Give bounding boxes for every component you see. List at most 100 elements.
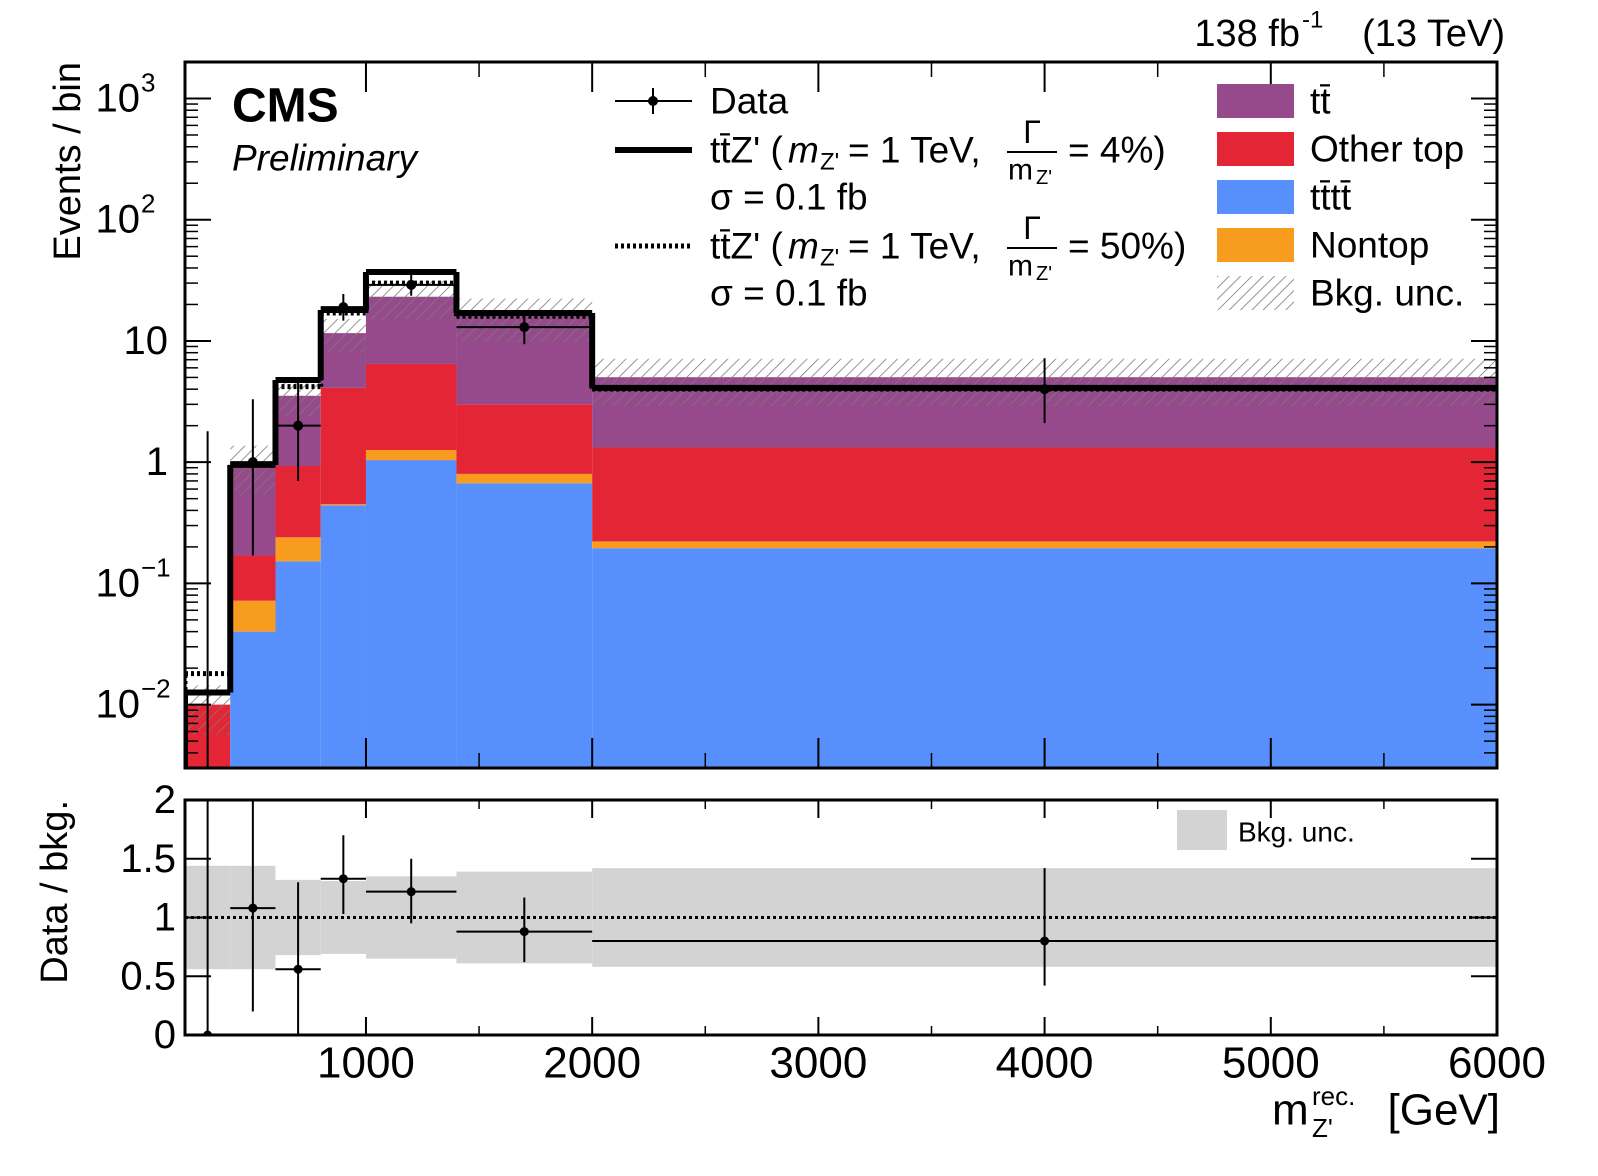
legend-label: m bbox=[1008, 250, 1033, 283]
legend-label: Data bbox=[710, 81, 789, 122]
legend-label: Γ bbox=[1023, 210, 1041, 246]
ratio-point bbox=[1040, 936, 1050, 946]
stack-bar bbox=[365, 363, 457, 450]
ratio-point bbox=[519, 927, 529, 937]
stack-bar bbox=[230, 555, 276, 601]
x-tick-label: 6000 bbox=[1448, 1039, 1546, 1088]
stack-bar bbox=[275, 537, 321, 562]
ratio-y-tick-label: 1.5 bbox=[120, 837, 176, 881]
ratio-y-tick-label: 0.5 bbox=[120, 954, 176, 998]
data-point bbox=[519, 322, 530, 333]
stack-bar bbox=[275, 561, 321, 768]
lumi: 138 fb bbox=[1194, 13, 1300, 55]
y-tick-label: 10 bbox=[96, 561, 141, 605]
legend: tt̄Z' (m Z' = 1 TeV, Γm Z'= 4%)σ = 0.1 fbtt̄… bbox=[615, 81, 1464, 314]
legend-label: Z' bbox=[820, 149, 839, 176]
y-tick-label-exponent: −2 bbox=[141, 674, 171, 704]
legend-label: Γ bbox=[1023, 114, 1041, 150]
stack-bar bbox=[592, 548, 1497, 768]
stack-bar bbox=[456, 483, 593, 768]
ratio-point bbox=[338, 874, 348, 884]
stack-bar bbox=[592, 541, 1497, 549]
legend-label: Z' bbox=[1036, 263, 1052, 285]
x-tick-label: 5000 bbox=[1222, 1039, 1320, 1088]
upper-frame bbox=[183, 60, 1499, 770]
experiment: CMS bbox=[232, 80, 339, 133]
legend-label: m bbox=[1008, 154, 1033, 187]
data-point bbox=[406, 279, 417, 290]
x-tick-label: 4000 bbox=[996, 1039, 1094, 1088]
legend-label: Z' bbox=[820, 245, 839, 272]
y-tick-label: 10 bbox=[124, 319, 169, 363]
legend-label: tt̄ bbox=[1310, 81, 1331, 122]
stack-bar bbox=[230, 631, 276, 768]
x-tick-label: 2000 bbox=[543, 1039, 641, 1088]
legend: Data bbox=[615, 81, 789, 122]
upper-plot bbox=[185, 269, 1497, 768]
legend-label: Other top bbox=[1310, 129, 1464, 170]
legend-data-marker bbox=[648, 96, 658, 106]
data-point bbox=[1039, 384, 1050, 395]
stack-bar bbox=[365, 460, 457, 768]
ratio-point bbox=[406, 887, 416, 897]
data-point bbox=[293, 420, 304, 431]
legend-label: Z' bbox=[1036, 167, 1052, 189]
stack-bar bbox=[320, 504, 366, 506]
stack-bar bbox=[320, 387, 366, 505]
stack-bar bbox=[592, 447, 1497, 542]
ratio-y-tick-label: 0 bbox=[154, 1013, 176, 1057]
legend-label: σ = 0.1 fb bbox=[710, 177, 868, 218]
ratio-legend-swatch bbox=[1177, 810, 1227, 850]
x-axis-unit: [GeV] bbox=[1388, 1086, 1501, 1135]
legend-label: m bbox=[788, 226, 819, 267]
y-tick-label-exponent: 3 bbox=[141, 67, 155, 97]
y-tick-label: 1 bbox=[146, 440, 168, 484]
y-tick-label: 10 bbox=[96, 683, 141, 727]
ratio-y-tick-label: 2 bbox=[154, 778, 176, 822]
y-tick-label: 10 bbox=[96, 198, 141, 242]
stack-bar bbox=[365, 449, 457, 461]
ratio-point bbox=[293, 964, 303, 974]
x-tick-label: 1000 bbox=[317, 1039, 415, 1088]
legend-label: = 4%) bbox=[1068, 130, 1166, 171]
legend-label: = 1 TeV, bbox=[848, 226, 981, 267]
legend-label: Bkg. unc. bbox=[1310, 273, 1464, 314]
legend-label: tt̄tt̄ bbox=[1310, 177, 1352, 218]
legend-label: Nontop bbox=[1310, 225, 1429, 266]
legend-label: tt̄Z' ( bbox=[710, 226, 784, 267]
lower-plot bbox=[185, 800, 1497, 1035]
y-tick-label: 10 bbox=[96, 76, 141, 120]
legend-swatch bbox=[1217, 228, 1294, 262]
x-tick-label: 3000 bbox=[769, 1039, 867, 1088]
legend-label: = 50%) bbox=[1068, 226, 1186, 267]
x-axis-title-sub: Z' bbox=[1312, 1113, 1333, 1143]
legend-label: tt̄Z' ( bbox=[710, 130, 784, 171]
y-tick-label-exponent: −1 bbox=[141, 552, 171, 582]
ratio-point bbox=[248, 903, 258, 913]
x-axis-title-sup: rec. bbox=[1312, 1081, 1355, 1111]
energy: (13 TeV) bbox=[1362, 13, 1505, 55]
legend-swatch bbox=[1217, 276, 1294, 310]
ratio-axis-title: Data / bkg. bbox=[34, 800, 76, 984]
stack-bar bbox=[320, 505, 366, 768]
data-point bbox=[247, 457, 258, 468]
lower-frame bbox=[183, 798, 1499, 1037]
y-axis-title: Events / bin bbox=[47, 62, 89, 261]
stack-bar bbox=[456, 473, 593, 484]
ratio-legend-label: Bkg. unc. bbox=[1238, 817, 1355, 848]
stack-bar bbox=[456, 404, 593, 474]
x-axis-title: m bbox=[1272, 1086, 1309, 1135]
y-tick-label-exponent: 2 bbox=[141, 189, 155, 219]
stack-bar bbox=[230, 600, 276, 632]
bkg-unc-hatch bbox=[320, 318, 366, 353]
legend-swatch bbox=[1217, 180, 1294, 214]
data-point bbox=[338, 302, 349, 313]
ratio-y-tick-label: 1 bbox=[154, 896, 176, 940]
legend-label: σ = 0.1 fb bbox=[710, 273, 868, 314]
lumi-exponent: -1 bbox=[1302, 7, 1323, 34]
legend-swatch bbox=[1217, 84, 1294, 118]
status: Preliminary bbox=[232, 138, 420, 179]
legend-label: = 1 TeV, bbox=[848, 130, 981, 171]
